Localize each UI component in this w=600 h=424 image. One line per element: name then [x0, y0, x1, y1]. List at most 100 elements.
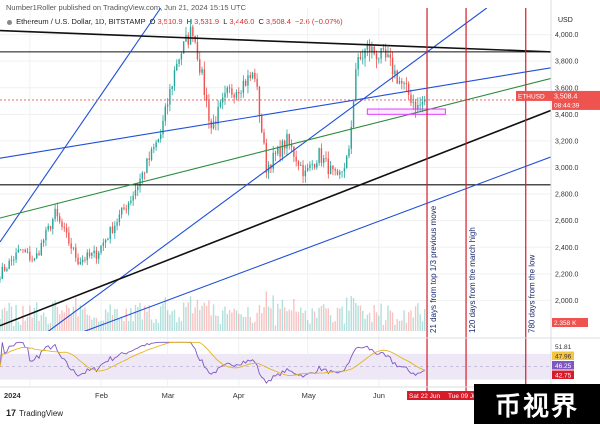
rsi-value-label: 46.25	[555, 363, 572, 370]
volume-bar	[391, 312, 394, 331]
candle-body	[261, 115, 263, 133]
volume-bar	[329, 315, 332, 331]
volume-bar	[256, 312, 258, 331]
candle-body	[288, 133, 290, 145]
candle-body	[283, 140, 286, 149]
candle-body	[40, 242, 43, 256]
candle-body	[13, 259, 15, 261]
volume-bar	[231, 312, 233, 331]
volume-bar	[84, 307, 86, 331]
candle-body	[95, 250, 98, 259]
candle-body	[272, 152, 274, 169]
rsi-value-tag	[552, 370, 574, 379]
candle-body	[277, 146, 279, 154]
y-tick-label: 2,400.0	[555, 245, 578, 252]
candle-body	[304, 170, 307, 177]
candle-body	[148, 158, 150, 160]
volume-bar	[187, 302, 189, 331]
volume-bar	[295, 311, 297, 331]
volume-bar	[180, 321, 183, 331]
candle-body	[86, 252, 88, 261]
volume-bar	[56, 306, 59, 331]
y-tick-label: 4,000.0	[555, 32, 578, 39]
ohlc-change-value: −2.6 (−0.07%)	[295, 17, 343, 26]
candle-body	[15, 252, 17, 260]
candle-body	[63, 227, 65, 228]
ohlc-open-value: 3,510.9	[157, 17, 183, 26]
volume-bar	[196, 299, 199, 331]
candle-body	[320, 148, 323, 163]
trendline-blue[interactable]	[0, 8, 488, 367]
volume-bar	[215, 315, 217, 331]
volume-bar	[1, 309, 4, 331]
trendline-blue[interactable]	[0, 8, 162, 243]
ohlc-low-value: 3,446.0	[229, 17, 255, 26]
trendline-black[interactable]	[0, 109, 551, 327]
volume-bar	[265, 291, 268, 331]
volume-bar	[111, 314, 114, 331]
volume-bar	[42, 312, 45, 331]
y-tick-label: 3,800.0	[555, 59, 578, 66]
x-tick-label: 2024	[4, 391, 22, 400]
candle-body	[180, 53, 183, 60]
candle-body	[102, 242, 105, 246]
candle-body	[336, 170, 339, 175]
volume-bar	[263, 307, 265, 331]
volume-bar	[77, 316, 79, 331]
candle-body	[104, 239, 107, 243]
candle-body	[396, 70, 398, 84]
candle-body	[247, 75, 249, 86]
candle-body	[375, 53, 378, 60]
currency-label: USD	[558, 17, 573, 24]
support-zone-box[interactable]	[366, 108, 446, 115]
candle-body	[8, 260, 10, 269]
symbol-title[interactable]: Ethereum / U.S. Dollar, 1D, BITSTAMP	[16, 17, 146, 26]
tradingview-logo[interactable]: 17 TradingView	[6, 408, 63, 418]
candle-body	[256, 78, 258, 87]
volume-bar	[49, 322, 52, 331]
volume-bar	[396, 319, 398, 331]
volume-bar	[233, 308, 235, 331]
trendline-green[interactable]	[0, 77, 551, 219]
rsi-value-label: 42.75	[555, 373, 572, 380]
candle-body	[70, 243, 72, 249]
volume-bar	[286, 311, 288, 331]
y-tick-label: 2,800.0	[555, 192, 578, 199]
candle-body	[311, 164, 313, 166]
volume-bar	[238, 313, 240, 331]
volume-bar	[22, 306, 24, 331]
candle-body	[226, 87, 228, 93]
x-tick-label: May	[302, 391, 316, 400]
date-tag-text: Tue 09 Jul	[448, 393, 479, 400]
trendline-blue[interactable]	[0, 156, 551, 363]
candle-body	[0, 278, 1, 280]
volume-bar	[36, 302, 38, 331]
candle-body	[208, 100, 210, 121]
candle-body	[203, 69, 206, 95]
volume-bar	[345, 297, 348, 331]
candle-body	[123, 207, 125, 209]
trendline-blue[interactable]	[0, 67, 551, 159]
y-tick-label: 3,400.0	[555, 112, 578, 119]
candle-body	[249, 75, 251, 78]
trendline-black[interactable]	[0, 29, 551, 53]
candle-body	[405, 83, 408, 85]
volume-bar	[102, 320, 105, 331]
volume-bar	[424, 309, 426, 331]
ohlc-high-value: 3,531.9	[194, 17, 220, 26]
candle-body	[47, 225, 49, 230]
volume-bar	[19, 324, 22, 331]
candle-body	[111, 226, 114, 234]
candle-body	[116, 222, 118, 226]
volume-bar	[3, 307, 6, 331]
candle-body	[362, 58, 364, 60]
volume-bar	[300, 307, 302, 331]
volume-bar	[311, 308, 313, 331]
volume-bar	[100, 320, 102, 331]
candle-body	[217, 106, 219, 124]
watermark-logo: 币视界	[474, 384, 600, 424]
candle-body	[316, 163, 318, 168]
volume-bar	[249, 316, 251, 331]
candle-body	[100, 245, 102, 253]
